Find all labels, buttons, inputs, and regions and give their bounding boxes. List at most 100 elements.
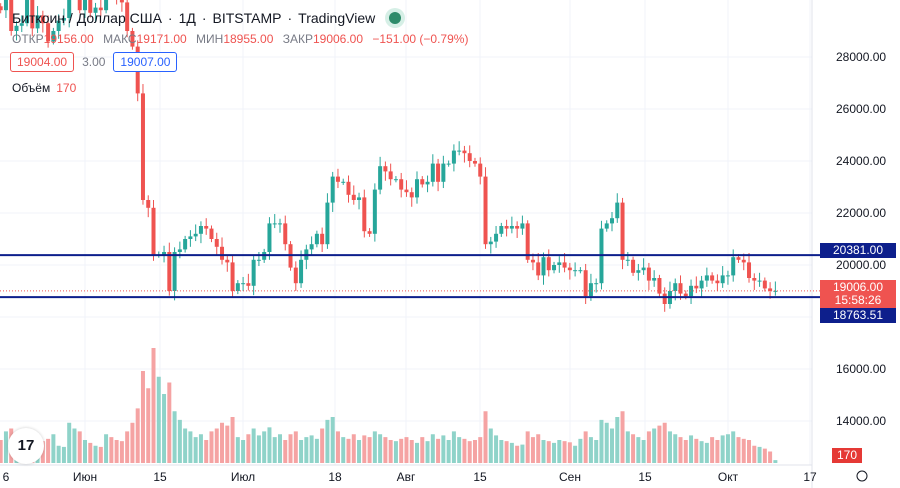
volume-bar — [567, 442, 572, 463]
volume-bar — [341, 437, 346, 463]
sell-button[interactable]: 19004.00 — [10, 52, 75, 72]
volume-bar — [140, 371, 145, 463]
candle-body — [40, 15, 45, 24]
candle-body — [494, 233, 499, 242]
candle-body — [35, 15, 40, 29]
upper-line-tag: 20381.00 — [820, 243, 896, 258]
settings-gear-icon[interactable] — [856, 470, 868, 482]
candle-body — [420, 179, 425, 185]
candle-body — [151, 207, 156, 255]
volume-bar — [509, 442, 514, 463]
candle-body — [130, 31, 135, 47]
volume-bar — [235, 437, 240, 463]
candle-body — [162, 252, 167, 255]
candle-body — [256, 259, 261, 261]
candle-body — [557, 262, 562, 265]
open-value: 19156.00 — [43, 32, 94, 46]
candle-body — [225, 259, 230, 263]
candle-body — [641, 267, 646, 271]
volume-bar — [657, 425, 662, 463]
candle-body — [267, 223, 272, 252]
candle-body — [378, 166, 383, 190]
candle-body — [678, 283, 683, 294]
volume-bar — [299, 440, 304, 463]
volume-bar — [198, 434, 203, 463]
candle-body — [3, 0, 8, 11]
volume-bar — [177, 419, 182, 463]
high-value: 19171.00 — [136, 32, 187, 46]
volume-bar — [530, 437, 535, 463]
tradingview-logo[interactable]: 17 — [8, 428, 44, 464]
candle-body — [451, 150, 456, 164]
candle-body — [694, 285, 699, 289]
x-tick-label: 15 — [153, 470, 167, 484]
candle-body — [404, 189, 409, 193]
source: TradingView — [298, 10, 376, 26]
volume-bar — [135, 408, 140, 463]
volume-bar — [77, 431, 82, 463]
candle-body — [104, 0, 109, 11]
volume-bar — [599, 419, 604, 463]
candle-body — [515, 226, 520, 229]
volume-bar — [362, 435, 367, 463]
candle-body — [330, 176, 335, 203]
candle-body — [235, 283, 240, 291]
y-tick-label: 22000.00 — [836, 206, 886, 220]
candle-body — [293, 267, 298, 284]
volume-bar — [372, 431, 377, 463]
symbol-legend[interactable]: Биткоин / Доллар США · 1Д · BITSTAMP · Trad… — [12, 10, 402, 26]
candle-body — [51, 31, 56, 42]
volume-value: 170 — [56, 81, 77, 95]
volume-bar — [552, 442, 557, 463]
candle-body — [552, 265, 557, 271]
volume-bar — [388, 440, 393, 463]
volume-bar — [314, 438, 319, 463]
volume-bar — [541, 440, 546, 463]
x-tick-label: Июл — [231, 470, 255, 484]
volume-bar — [446, 440, 451, 463]
volume-bar — [346, 438, 351, 463]
volume-bar — [209, 431, 214, 463]
buy-button[interactable]: 19007.00 — [113, 52, 178, 72]
volume-bar — [425, 441, 430, 463]
candle-body — [98, 7, 103, 11]
volume-bar — [293, 431, 298, 463]
volume-bar — [288, 434, 293, 463]
candle-body — [604, 223, 609, 229]
candle-body — [573, 270, 578, 272]
volume-bar — [188, 431, 193, 463]
volume-bar — [46, 438, 51, 463]
candle-body — [583, 270, 588, 297]
volume-bar — [725, 434, 730, 463]
volume-bar — [762, 448, 767, 463]
volume-bar — [483, 411, 488, 463]
volume-bar — [525, 431, 530, 463]
candle-body — [436, 163, 441, 182]
low-value: 18955.00 — [223, 32, 274, 46]
volume-bar — [98, 446, 103, 463]
candle-body — [67, 0, 72, 18]
volume-bar — [119, 441, 124, 463]
volume-bar — [325, 419, 330, 463]
volume-bar — [172, 411, 177, 463]
volume-bar — [494, 435, 499, 463]
volume-bar — [699, 441, 704, 463]
volume-bar — [610, 428, 614, 463]
candle-body — [747, 262, 752, 278]
volume-bar — [67, 422, 72, 463]
candle-body — [578, 270, 583, 272]
volume-bar — [409, 440, 414, 463]
candle-body — [309, 244, 314, 250]
candle-body — [220, 246, 225, 260]
volume-bar — [689, 435, 694, 463]
candle-body — [520, 223, 525, 229]
volume-bar — [304, 437, 309, 463]
volume-bar — [72, 428, 77, 463]
volume-bar — [56, 445, 61, 463]
candle-body — [620, 202, 625, 260]
y-tick-label: 28000.00 — [836, 50, 886, 64]
volume-bar — [652, 428, 657, 463]
candle-body — [193, 233, 198, 237]
candle-body — [478, 163, 483, 177]
